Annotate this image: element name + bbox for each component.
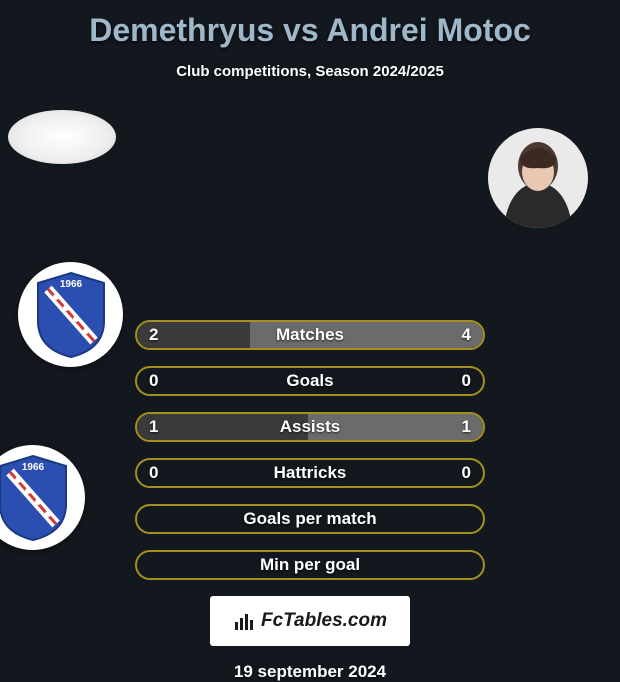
stats-container: 24Matches 00Goals 11Assists 00Hattricks Goal… bbox=[0, 320, 620, 580]
stat-label: Goals bbox=[137, 371, 483, 391]
stat-bar: 24Matches bbox=[135, 320, 485, 350]
player-avatar-left bbox=[8, 110, 116, 164]
stat-row: Goals per match bbox=[10, 504, 610, 534]
stat-label: Matches bbox=[137, 325, 483, 345]
stat-row: 00Goals bbox=[10, 366, 610, 396]
stat-label: Assists bbox=[137, 417, 483, 437]
stat-label: Min per goal bbox=[137, 555, 483, 575]
infographic-date: 19 september 2024 bbox=[0, 662, 620, 682]
stat-row: 00Hattricks bbox=[10, 458, 610, 488]
stat-bar: 00Hattricks bbox=[135, 458, 485, 488]
brand-icon bbox=[233, 610, 255, 632]
stat-label: Hattricks bbox=[137, 463, 483, 483]
svg-text:1966: 1966 bbox=[59, 279, 82, 290]
stat-row: Min per goal bbox=[10, 550, 610, 580]
stat-label: Goals per match bbox=[137, 509, 483, 529]
stat-row: 24Matches bbox=[10, 320, 610, 350]
brand-badge: FcTables.com bbox=[210, 596, 410, 646]
stat-row: 11Assists bbox=[10, 412, 610, 442]
stat-bar: Goals per match bbox=[135, 504, 485, 534]
stat-bar: 00Goals bbox=[135, 366, 485, 396]
player-silhouette-icon bbox=[488, 128, 588, 228]
brand-text: FcTables.com bbox=[261, 610, 387, 632]
stat-bar: Min per goal bbox=[135, 550, 485, 580]
player-avatar-right bbox=[488, 128, 588, 228]
comparison-title: Demethryus vs Andrei Motoc bbox=[0, 0, 620, 49]
comparison-subtitle: Club competitions, Season 2024/2025 bbox=[0, 63, 620, 80]
stat-bar: 11Assists bbox=[135, 412, 485, 442]
